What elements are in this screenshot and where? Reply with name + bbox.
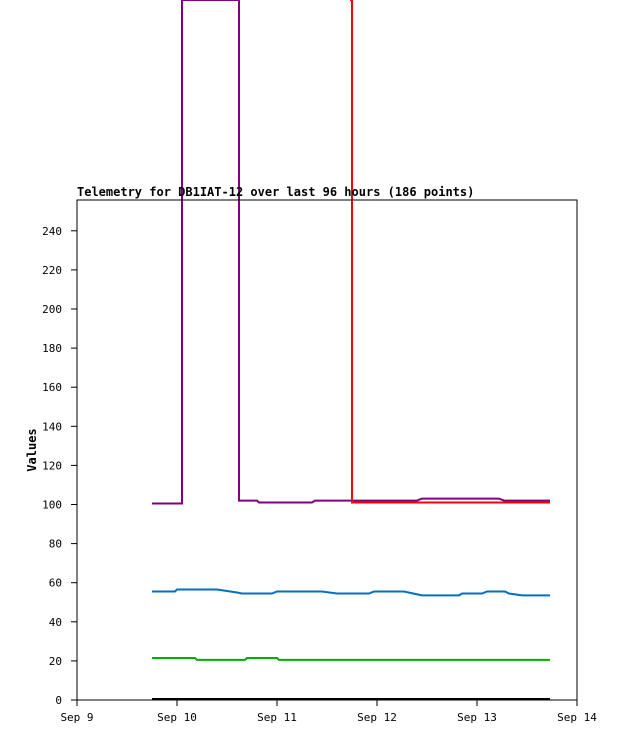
y-tick-label: 160 xyxy=(42,381,62,394)
y-tick-label: 120 xyxy=(42,459,62,472)
y-tick-label: 0 xyxy=(55,694,62,707)
x-tick-label: Sep 14 xyxy=(557,711,597,724)
y-tick-label: 60 xyxy=(49,577,62,590)
y-tick-label: 80 xyxy=(49,538,62,551)
x-tick-label: Sep 9 xyxy=(60,711,93,724)
x-tick-label: Sep 11 xyxy=(257,711,297,724)
x-tick-label: Sep 12 xyxy=(357,711,397,724)
x-ticks: Sep 9 Sep 10 Sep 11 Sep 12 Sep 13 Sep 14 xyxy=(60,700,597,724)
series-line-1 xyxy=(350,0,550,504)
y-ticks: 0 20 40 60 80 100 120 140 160 180 200 220 240 xyxy=(42,225,77,707)
series-layer xyxy=(152,0,550,700)
y-tick-label: 140 xyxy=(42,420,62,433)
x-tick-label: Sep 13 xyxy=(457,711,497,724)
y-tick-label: 20 xyxy=(49,655,62,668)
series-line-2 xyxy=(152,588,550,597)
y-tick-label: 240 xyxy=(42,225,62,238)
chart-title: Telemetry for DB1IAT-12 over last 96 hou… xyxy=(77,185,474,199)
y-tick-label: 100 xyxy=(42,499,62,512)
y-tick-label: 220 xyxy=(42,264,62,277)
x-tick-label: Sep 10 xyxy=(157,711,197,724)
series-line-3 xyxy=(152,657,550,661)
plot-frame xyxy=(76,199,578,701)
y-tick-label: 180 xyxy=(42,342,62,355)
y-tick-label: 40 xyxy=(49,616,62,629)
series-line-0 xyxy=(152,0,550,505)
y-axis-label: Values xyxy=(25,428,39,471)
y-tick-label: 200 xyxy=(42,303,62,316)
